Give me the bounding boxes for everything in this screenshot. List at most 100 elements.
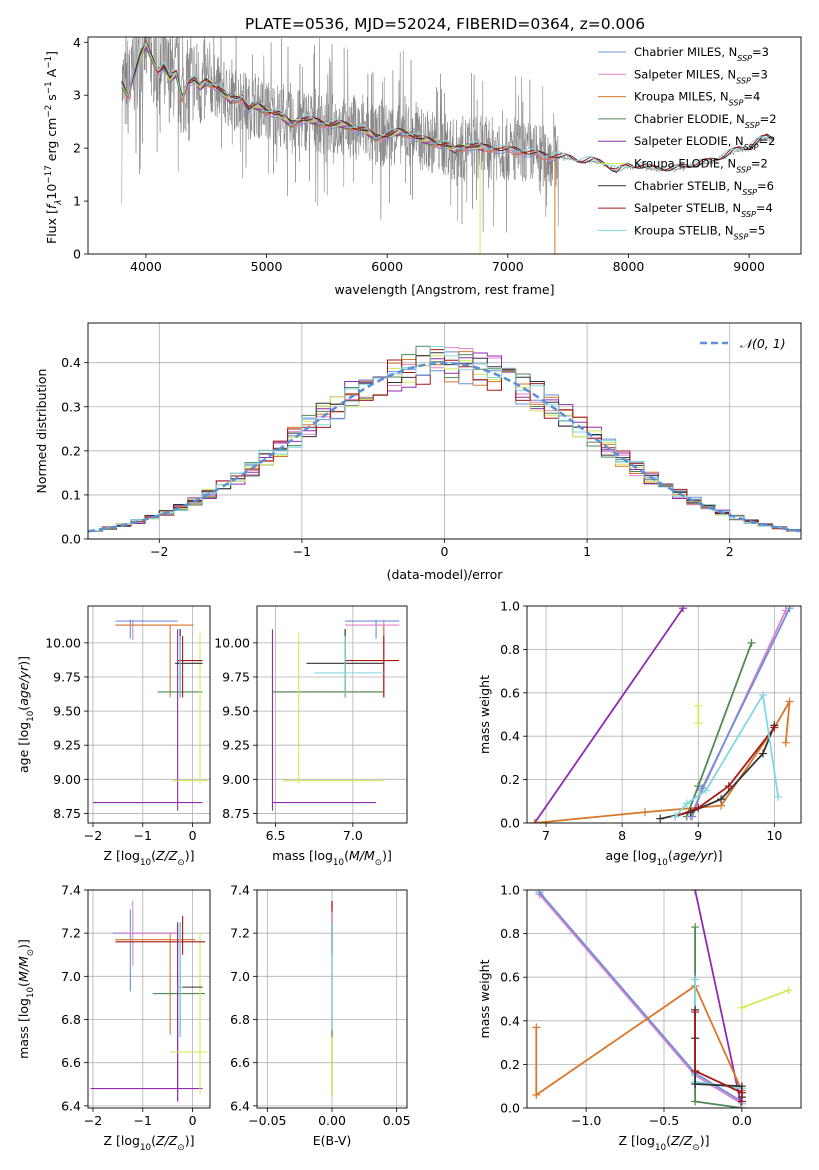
- x-axis-label: Z [log10(Z/Z⊙)]: [104, 848, 195, 868]
- y-tick-label: 1.0: [500, 883, 520, 898]
- errorbar-kroupa_stelib: [177, 922, 183, 1037]
- x-axis-label: Z [log10(Z/Z⊙)]: [619, 1133, 710, 1153]
- legend-label-normal: 𝒩(0, 1): [740, 336, 786, 351]
- x-axis-label: wavelength [Angstrom, rest frame]: [334, 282, 554, 297]
- y-tick-label: 0.8: [500, 926, 520, 941]
- y-tick-label: 1: [73, 194, 81, 209]
- weight-marker-salpeter_stelib: [737, 1088, 746, 1097]
- errorbar-salpeter_stelib: [115, 915, 206, 955]
- x-tick-label: −1: [134, 828, 152, 843]
- legend-label: Salpeter ELODIE, NSSP=2: [634, 134, 775, 152]
- errorbar-group: [92, 619, 208, 811]
- y-tick-label: 8.75: [222, 806, 250, 821]
- x-axis-label: mass [log10(M/M⊙)]: [272, 848, 392, 868]
- y-tick-label: 1.0: [500, 599, 520, 614]
- x-tick-label: −2: [84, 828, 102, 843]
- y-tick-label: 6.4: [61, 1098, 81, 1113]
- y-tick-label: 7.4: [61, 883, 81, 898]
- weight-marker-kroupa_elodie: [737, 1003, 746, 1012]
- axes-frame: [526, 605, 802, 824]
- weight-marker-kroupa_miles: [532, 1023, 541, 1032]
- weight-marker-chabrier_elodie: [691, 923, 700, 932]
- errorbar-salpeter_stelib: [345, 636, 400, 698]
- panel-Z-weight: −1.0 −0.5 0.0 0.0 0.2 0.4 0.6 0.8 1.0 Z [log10(Z/…: [477, 883, 802, 1153]
- y-tick-label: 0.1: [61, 487, 81, 502]
- y-tick-label: 9.75: [222, 669, 250, 684]
- errorbar-salpeter_elodie: [90, 922, 203, 1102]
- y-tick-label: 6.6: [61, 1055, 81, 1070]
- errorbar-chabrier_miles: [115, 619, 178, 639]
- y-tick-label: 7.2: [230, 926, 250, 941]
- x-axis-label: age [log10(age/yr)]: [605, 848, 722, 868]
- axes-frame: [256, 889, 408, 1109]
- x-tick-label: 7: [542, 828, 550, 843]
- legend-entry-salpeter_miles: Salpeter MILES, NSSP=3: [598, 67, 768, 85]
- legend-label: Chabrier MILES, NSSP=3: [634, 45, 769, 63]
- weight-marker-chabrier_stelib: [691, 1080, 700, 1089]
- errorbar-kroupa_stelib: [177, 636, 183, 698]
- errorbar-kroupa_miles: [115, 933, 196, 1035]
- errorbar-chabrier_miles: [345, 619, 400, 639]
- panel-residuals: −2 −1 0 1 2 0.0 0.1 0.2 0.3 0.4 𝒩(0, 1) (data-model…: [34, 322, 802, 582]
- x-tick-label: 5000: [251, 259, 283, 274]
- y-tick-label: 0.4: [61, 355, 81, 370]
- legend-label: Chabrier ELODIE, NSSP=2: [634, 112, 777, 129]
- weight-marker-kroupa_stelib: [701, 786, 710, 795]
- y-tick-label: 4: [73, 35, 81, 50]
- x-tick-label: 0.05: [383, 1113, 411, 1128]
- weight-marker-salpeter_stelib: [724, 782, 733, 791]
- weight-line-kroupa_miles: [534, 701, 791, 823]
- legend-entry-chabrier_stelib: Chabrier STELIB, NSSP=6: [598, 179, 774, 196]
- weight-marker-kroupa_miles: [785, 697, 794, 706]
- y-tick-label: 0.6: [500, 970, 520, 985]
- weight-marker-kroupa_elodie: [694, 701, 703, 710]
- weight-lines-group: [530, 606, 794, 823]
- x-tick-label: −0.5: [649, 1113, 679, 1128]
- panel-age-weight: 7 8 9 10 0.0 0.2 0.4 0.6 0.8 1.0 age [log10(age/yr…: [477, 599, 802, 868]
- legend-entry-kroupa_stelib: Kroupa STELIB, NSSP=5: [598, 223, 765, 241]
- x-axis-label: E(B-V): [313, 1133, 352, 1148]
- weight-marker-kroupa_stelib: [682, 799, 691, 808]
- y-tick-label: 3: [73, 88, 81, 103]
- normal-curve: [88, 361, 801, 533]
- weight-marker-salpeter_stelib: [694, 803, 703, 812]
- y-axis-label: mass [log10(M/M⊙)]: [16, 939, 36, 1059]
- legend-entry-kroupa_miles: Kroupa MILES, NSSP=4: [598, 90, 760, 107]
- weight-line-salpeter_stelib: [675, 726, 776, 818]
- spectrum-model-kroupa_stelib: [121, 41, 774, 171]
- legend-label: Kroupa ELODIE, NSSP=2: [634, 157, 768, 175]
- y-tick-label: 0.8: [500, 642, 520, 657]
- errorbar-salpeter_stelib: [177, 636, 203, 698]
- y-tick-label: 0.2: [500, 1057, 520, 1072]
- y-tick-label: 0.4: [500, 1013, 520, 1028]
- weight-marker-chabrier_miles: [535, 890, 544, 897]
- y-axis-label: Flux [fλ10−17 erg cm−2 s−1 A−1]: [44, 51, 64, 244]
- y-tick-label: 7.0: [61, 969, 81, 984]
- weight-line-salpeter_stelib: [694, 1012, 743, 1102]
- legend-entry-salpeter_stelib: Salpeter STELIB, NSSP=4: [598, 201, 773, 219]
- weight-marker-chabrier_miles: [785, 606, 794, 613]
- y-tick-label: 6.8: [61, 1012, 81, 1027]
- axes-frame: [87, 605, 211, 824]
- y-tick-label: 0.2: [500, 772, 520, 787]
- errorbar-kroupa_stelib: [314, 636, 384, 698]
- figure-title: PLATE=0536, MJD=52024, FIBERID=0364, z=0…: [245, 15, 645, 33]
- x-axis-label: Z [log10(Z/Z⊙)]: [104, 1133, 195, 1153]
- axes-frame: [256, 605, 408, 824]
- weight-marker-kroupa_stelib: [671, 812, 680, 821]
- panel-Z-age: −2 −1 0 8.75 9.00 9.25 9.50 9.75 10.00 Z [log10(Z…: [16, 605, 211, 868]
- y-axis-label: age [log10(age/yr)]: [16, 656, 36, 773]
- x-tick-label: 1: [583, 544, 591, 559]
- weight-marker-kroupa_miles: [640, 808, 649, 817]
- y-tick-label: 0.0: [500, 816, 520, 831]
- legend-entry-chabrier_elodie: Chabrier ELODIE, NSSP=2: [598, 112, 777, 129]
- weight-marker-kroupa_miles: [532, 1090, 541, 1099]
- weight-lines-group: [532, 890, 793, 1108]
- panel-Z-mass: −2 −1 0 6.4 6.6 6.8 7.0 7.2 7.4 Z [log10(Z/Z⊙)] ma…: [16, 883, 211, 1153]
- x-tick-label: 8000: [613, 259, 645, 274]
- y-tick-label: 6.6: [230, 1055, 250, 1070]
- y-tick-label: 9.75: [53, 669, 81, 684]
- x-tick-label: −1: [293, 544, 311, 559]
- y-tick-label: 9.50: [222, 704, 250, 719]
